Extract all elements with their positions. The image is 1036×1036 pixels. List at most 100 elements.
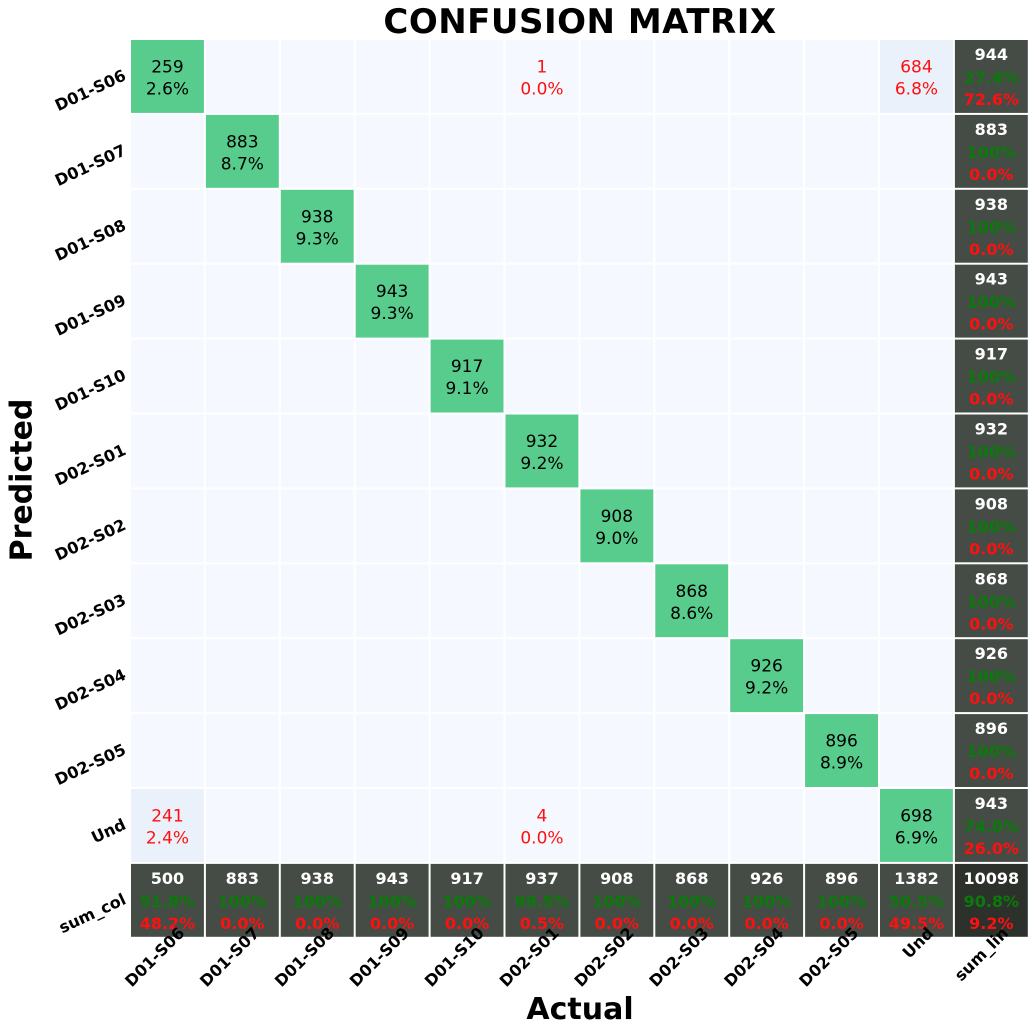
matrix-cell-diagonal	[505, 414, 579, 488]
matrix-cell	[505, 40, 579, 113]
sum-correct-label: 90.8%	[964, 892, 1020, 911]
sum-correct-label: 100%	[592, 892, 641, 911]
matrix-cell	[655, 264, 729, 338]
row-sum-cell	[954, 564, 1028, 638]
sum-total-label: 917	[450, 869, 483, 888]
matrix-cell	[505, 789, 579, 862]
sum-error-label: 0.0%	[969, 315, 1013, 334]
matrix-cell	[730, 489, 804, 563]
sum-error-label: 0.0%	[969, 390, 1013, 409]
cell-count-label: 4	[537, 806, 548, 826]
sum-total-label: 932	[975, 420, 1008, 439]
matrix-cell	[580, 189, 654, 263]
sum-correct-label: 100%	[667, 892, 716, 911]
matrix-cell	[430, 414, 504, 488]
sum-total-label: 926	[975, 644, 1008, 663]
matrix-cell	[805, 264, 878, 338]
matrix-cell	[505, 639, 579, 713]
col-sum-cell	[655, 863, 729, 937]
matrix-cell	[131, 714, 204, 787]
cell-count-label: 908	[601, 507, 633, 527]
matrix-cell	[131, 339, 204, 413]
matrix-cell	[805, 414, 878, 488]
matrix-cell	[580, 714, 654, 787]
cell-count-label: 932	[526, 432, 558, 452]
matrix-cell	[205, 339, 279, 413]
matrix-cell	[131, 489, 204, 563]
matrix-cell	[205, 639, 279, 713]
sum-total-label: 937	[525, 869, 558, 888]
matrix-cell	[131, 564, 204, 638]
matrix-cell	[880, 40, 953, 113]
matrix-cell	[655, 489, 729, 563]
matrix-cell	[430, 714, 504, 787]
matrix-cell	[131, 114, 204, 188]
cell-percent-label: 6.9%	[895, 828, 938, 848]
cell-count-label: 896	[825, 732, 857, 752]
matrix-cell	[880, 489, 953, 563]
matrix-cell	[730, 414, 804, 488]
col-sum-cell	[280, 863, 354, 937]
matrix-cell	[280, 264, 354, 338]
sum-correct-label: 100%	[967, 667, 1016, 686]
matrix-cell	[131, 264, 204, 338]
matrix-cell	[805, 564, 878, 638]
matrix-cell	[280, 789, 354, 862]
sum-correct-label: 100%	[967, 143, 1016, 162]
sum-total-label: 868	[675, 869, 708, 888]
cell-count-label: 917	[451, 357, 483, 377]
matrix-cell	[430, 789, 504, 862]
matrix-cell	[131, 639, 204, 713]
row-sum-cell	[954, 189, 1028, 263]
matrix-cell	[655, 114, 729, 188]
sum-total-label: 908	[975, 494, 1008, 513]
matrix-cell	[805, 489, 878, 563]
matrix-cell	[430, 40, 504, 113]
cell-percent-label: 9.2%	[745, 679, 788, 699]
y-tick-label: D01-S06	[52, 66, 129, 115]
col-sum-cell	[505, 863, 579, 937]
col-sum-cell	[730, 863, 804, 937]
matrix-cell-diagonal	[430, 339, 504, 413]
matrix-cell	[880, 639, 953, 713]
matrix-cell	[880, 564, 953, 638]
matrix-cell-diagonal	[580, 489, 654, 563]
sum-error-label: 0.0%	[819, 914, 863, 933]
sum-error-label: 0.0%	[445, 914, 489, 933]
row-sum-cell	[954, 489, 1028, 563]
col-sum-cell	[430, 863, 504, 937]
sum-correct-label: 100%	[218, 892, 267, 911]
matrix-cell	[580, 414, 654, 488]
matrix-cell	[355, 189, 429, 263]
matrix-cell	[805, 339, 878, 413]
sum-total-label: 10098	[964, 869, 1020, 888]
sum-correct-label: 74.0%	[964, 817, 1020, 836]
col-sum-cell	[880, 863, 953, 937]
sum-total-label: 943	[375, 869, 408, 888]
sum-correct-label: 99.5%	[514, 892, 570, 911]
sum-correct-label: 51.8%	[140, 892, 196, 911]
sum-correct-label: 100%	[367, 892, 416, 911]
cell-percent-label: 9.3%	[371, 304, 414, 324]
sum-total-label: 908	[600, 869, 633, 888]
matrix-cell-diagonal	[355, 264, 429, 338]
sum-error-label: 0.0%	[670, 914, 714, 933]
matrix-cell	[205, 789, 279, 862]
cell-count-label: 684	[900, 57, 932, 77]
sum-total-label: 938	[975, 195, 1008, 214]
matrix-cell	[355, 714, 429, 787]
sum-total-label: 883	[226, 869, 259, 888]
matrix-cell	[280, 714, 354, 787]
row-sum-cell	[954, 789, 1028, 862]
matrix-cell	[505, 264, 579, 338]
col-sum-cell	[205, 863, 279, 937]
matrix-cell	[880, 189, 953, 263]
sum-error-label: 0.0%	[969, 689, 1013, 708]
matrix-cell	[730, 264, 804, 338]
matrix-cell	[655, 189, 729, 263]
row-sum-cell	[954, 339, 1028, 413]
col-sum-cell	[580, 863, 654, 937]
matrix-cell-diagonal	[655, 564, 729, 638]
cell-count-label: 698	[900, 806, 932, 826]
sum-total-label: 943	[975, 794, 1008, 813]
